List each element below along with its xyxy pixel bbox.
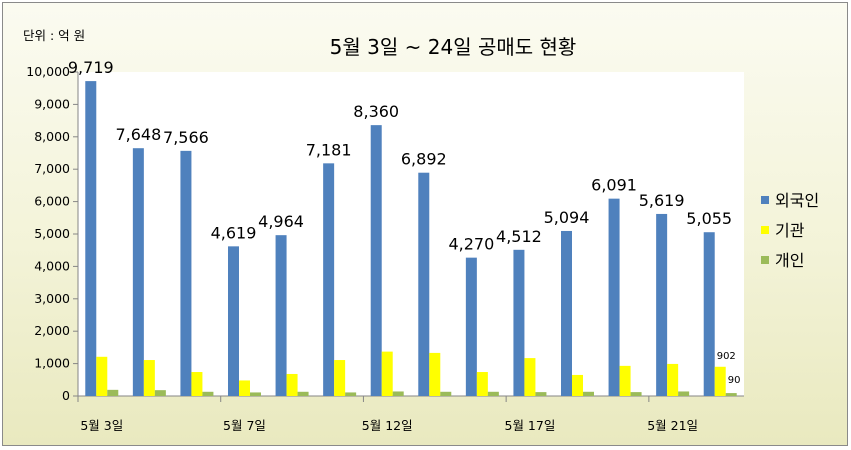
- x-axis: 5월 3일 5월 7일 5월 12일 5월 17일 5월 21일: [77, 395, 744, 433]
- bar-2-8: [487, 391, 499, 396]
- bars: [85, 81, 737, 397]
- x-tick-label: 5월 7일: [223, 418, 266, 433]
- data-label: 4,270: [448, 235, 494, 254]
- bar-0-11: [608, 198, 620, 396]
- bar-2-10: [583, 391, 594, 396]
- bar-2-7: [440, 391, 452, 396]
- bar-1-4: [286, 373, 298, 396]
- legend-label-1: 기관: [775, 221, 805, 240]
- bar-0-10: [561, 230, 572, 396]
- data-label: 90: [728, 375, 741, 386]
- y-tick-label: 4,000: [34, 258, 70, 273]
- bar-0-0: [85, 81, 97, 396]
- bar-1-1: [143, 360, 155, 396]
- unit-label: 단위 : 억 원: [23, 28, 85, 43]
- data-label: 4,619: [211, 223, 257, 242]
- bar-0-2: [180, 150, 192, 396]
- y-axis: 0 1,000 2,000 3,000 4,000 5,000 6,000 7,000 8,00…: [26, 64, 79, 403]
- x-tick-label: 5월 12일: [362, 418, 413, 433]
- x-tick-label: 5월 17일: [505, 418, 556, 433]
- data-label: 6,091: [591, 176, 637, 195]
- y-tick-label: 10,000: [26, 64, 70, 79]
- y-tick-label: 3,000: [34, 291, 70, 306]
- bar-2-0: [107, 389, 119, 396]
- bar-0-9: [513, 249, 525, 396]
- bar-2-13: [725, 393, 737, 396]
- legend-swatch-0: [761, 196, 769, 204]
- data-label: 7,566: [163, 128, 209, 147]
- bar-0-13: [703, 232, 715, 396]
- bar-1-8: [476, 372, 488, 396]
- data-label: 7,648: [115, 125, 161, 144]
- legend-label-2: 개인: [775, 251, 804, 270]
- bar-1-6: [381, 351, 393, 396]
- bar-1-9: [524, 358, 536, 396]
- data-label: 8,360: [353, 102, 399, 121]
- data-label: 902: [717, 351, 736, 362]
- data-label: 5,055: [686, 209, 732, 228]
- plot-area: [78, 72, 744, 396]
- bar-2-5: [345, 392, 357, 396]
- legend-swatch-1: [761, 226, 769, 234]
- bar-2-12: [678, 391, 690, 396]
- data-label: 9,719: [68, 58, 114, 77]
- y-tick-label: 2,000: [34, 323, 70, 338]
- bar-1-7: [429, 352, 441, 396]
- bar-1-2: [191, 372, 203, 396]
- y-tick-label: 5,000: [34, 226, 70, 241]
- data-label: 7,181: [306, 140, 352, 159]
- bar-0-7: [418, 172, 430, 396]
- y-tick-label: 6,000: [34, 194, 70, 209]
- bar-2-11: [630, 392, 642, 396]
- bar-1-3: [239, 380, 250, 396]
- data-label: 4,512: [496, 227, 542, 246]
- bar-0-12: [656, 213, 668, 396]
- x-tick-label: 5월 3일: [80, 418, 123, 433]
- bar-2-1: [154, 390, 166, 396]
- bar-1-5: [334, 360, 346, 396]
- bar-1-0: [96, 356, 108, 396]
- bar-2-2: [202, 391, 214, 396]
- bar-0-5: [323, 163, 335, 396]
- y-tick-label: 1,000: [34, 356, 70, 371]
- bar-2-4: [297, 391, 309, 396]
- bar-0-3: [228, 246, 239, 396]
- bar-1-10: [572, 374, 583, 396]
- bar-0-4: [275, 235, 287, 396]
- bar-2-3: [250, 392, 261, 396]
- legend-swatch-2: [761, 256, 769, 264]
- data-label: 6,892: [401, 150, 447, 169]
- y-tick-label: 0: [62, 388, 70, 403]
- chart-title: 5월 3일 ~ 24일 공매도 현황: [330, 35, 577, 59]
- bar-chart: 단위 : 억 원 5월 3일 ~ 24일 공매도 현황 0 1,000 2,000 3…: [23, 28, 819, 433]
- data-label: 5,094: [544, 208, 590, 227]
- data-label: 4,964: [258, 212, 304, 231]
- bar-2-6: [392, 391, 404, 396]
- y-tick-label: 8,000: [34, 129, 70, 144]
- bar-2-9: [535, 392, 547, 396]
- bar-0-8: [465, 257, 477, 396]
- legend-label-0: 외국인: [775, 191, 819, 210]
- x-tick-label: 5월 21일: [647, 418, 698, 433]
- bar-0-6: [370, 125, 382, 397]
- bar-1-13: [714, 366, 726, 396]
- bar-1-12: [667, 363, 679, 396]
- data-label: 5,619: [639, 191, 685, 210]
- y-tick-label: 9,000: [34, 96, 70, 111]
- y-tick-label: 7,000: [34, 161, 70, 176]
- bar-1-11: [619, 365, 631, 396]
- bar-0-1: [132, 148, 144, 396]
